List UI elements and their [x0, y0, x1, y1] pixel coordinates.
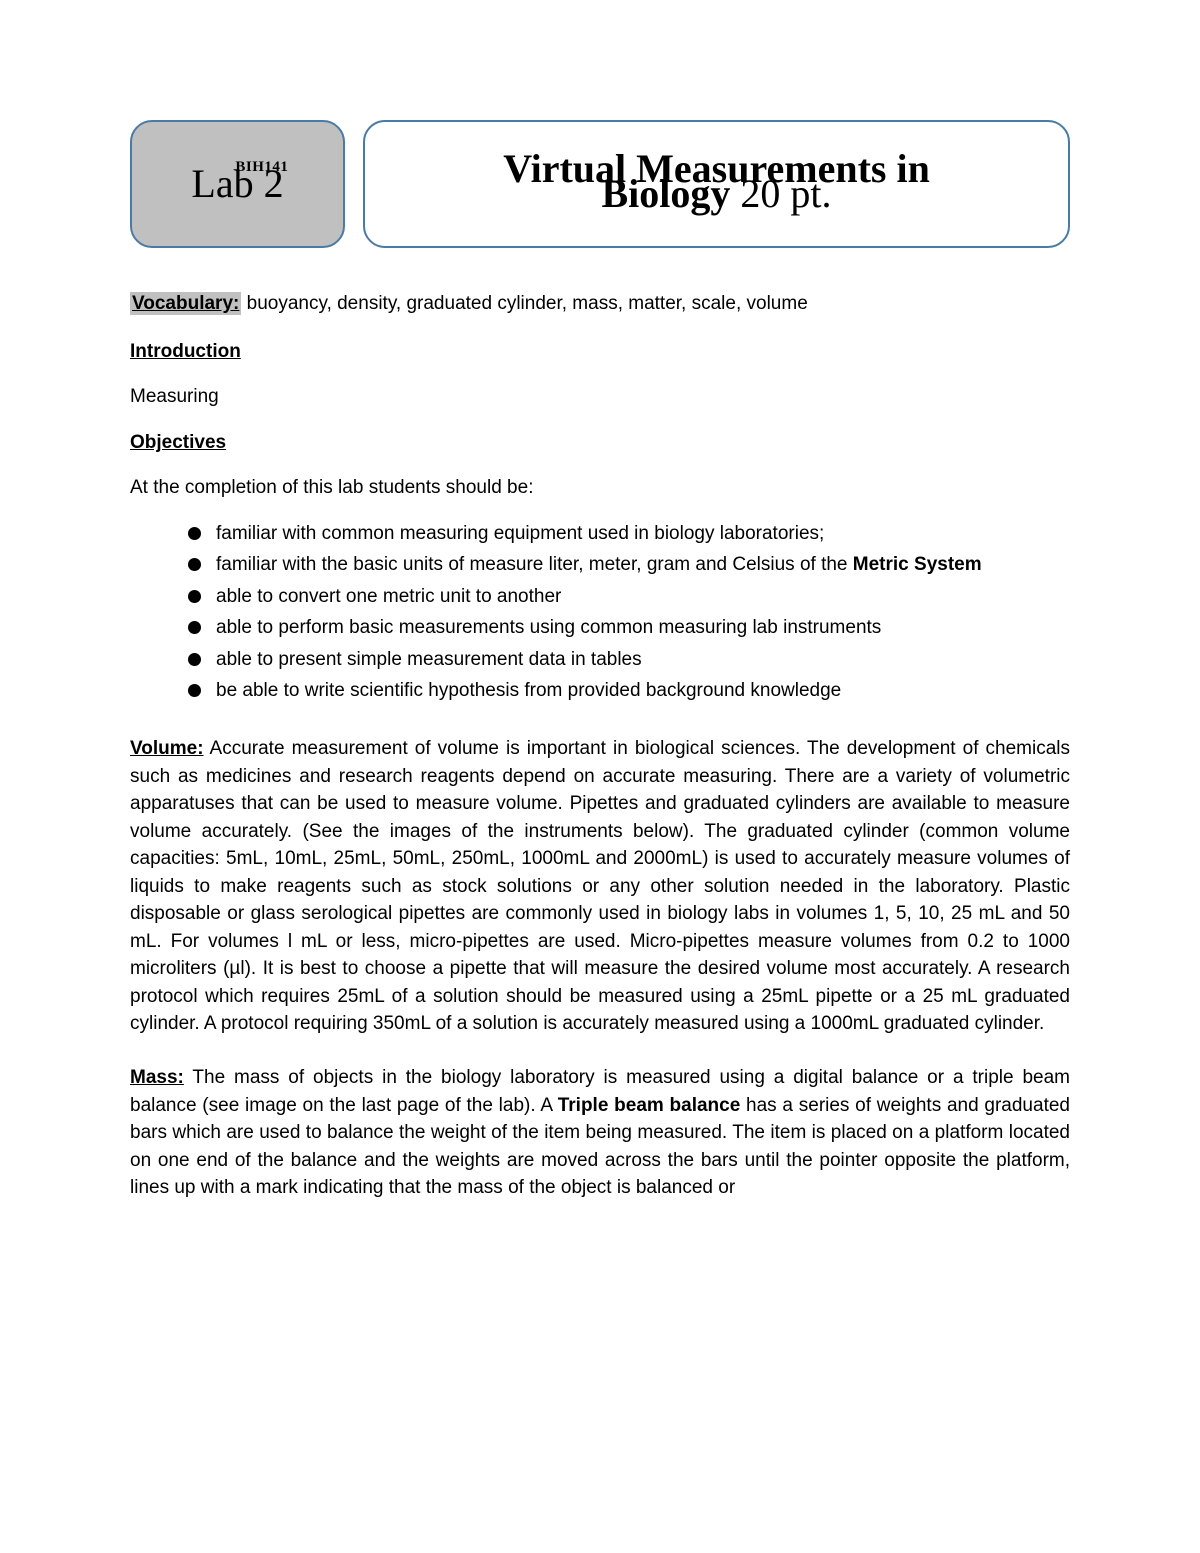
volume-heading: Volume: [130, 738, 204, 759]
mass-bold-term: Triple beam balance [558, 1095, 741, 1116]
volume-body: Accurate measurement of volume is import… [130, 738, 1070, 1034]
title-box: Virtual Measurements in Biology 20 pt. [363, 120, 1070, 248]
list-item: able to present simple measurement data … [188, 646, 1070, 674]
list-item: able to perform basic measurements using… [188, 614, 1070, 642]
vocabulary-label: Vocabulary: [130, 292, 241, 315]
mass-heading: Mass: [130, 1067, 184, 1088]
title-text: Virtual Measurements in Biology 20 pt. [503, 153, 930, 215]
title-line2-bold: Biology [601, 171, 730, 216]
vocabulary-line: Vocabulary: buoyancy, density, graduated… [130, 290, 1070, 318]
objectives-lead: At the completion of this lab students s… [130, 474, 1070, 502]
objective-text: familiar with the basic units of measure… [216, 554, 853, 575]
objective-text: able to convert one metric unit to anoth… [216, 586, 561, 607]
list-item: familiar with the basic units of measure… [188, 551, 1070, 579]
lab-number-text: Lab 2 BIH141 [191, 155, 283, 213]
list-item: able to convert one metric unit to anoth… [188, 583, 1070, 611]
header-row: Lab 2 BIH141 Virtual Measurements in Bio… [130, 120, 1070, 248]
list-item: familiar with common measuring equipment… [188, 520, 1070, 548]
lab-number-box: Lab 2 BIH141 [130, 120, 345, 248]
lab-course-code: BIH141 [235, 157, 288, 179]
objectives-heading: Objectives [130, 429, 1070, 457]
volume-paragraph: Volume: Accurate measurement of volume i… [130, 735, 1070, 1038]
list-item: be able to write scientific hypothesis f… [188, 677, 1070, 705]
objective-text: able to present simple measurement data … [216, 649, 642, 670]
objective-text: be able to write scientific hypothesis f… [216, 680, 841, 701]
vocabulary-text: buoyancy, density, graduated cylinder, m… [241, 293, 807, 314]
mass-paragraph: Mass: The mass of objects in the biology… [130, 1064, 1070, 1202]
objective-text: familiar with common measuring equipment… [216, 523, 824, 544]
introduction-heading: Introduction [130, 338, 1070, 366]
objectives-list: familiar with common measuring equipment… [130, 520, 1070, 705]
introduction-text: Measuring [130, 383, 1070, 411]
title-line2-rest: 20 pt. [730, 171, 831, 216]
objective-bold: Metric System [853, 554, 982, 575]
objective-text: able to perform basic measurements using… [216, 617, 881, 638]
